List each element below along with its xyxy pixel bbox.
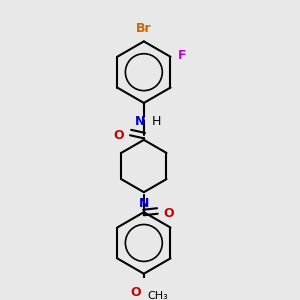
Text: N: N bbox=[139, 197, 149, 210]
Text: CH₃: CH₃ bbox=[147, 291, 168, 300]
Text: F: F bbox=[178, 49, 187, 62]
Text: Br: Br bbox=[136, 22, 152, 35]
Text: O: O bbox=[164, 207, 175, 220]
Text: O: O bbox=[130, 286, 141, 299]
Text: N: N bbox=[135, 115, 146, 128]
Text: O: O bbox=[113, 129, 124, 142]
Text: H: H bbox=[152, 115, 161, 128]
